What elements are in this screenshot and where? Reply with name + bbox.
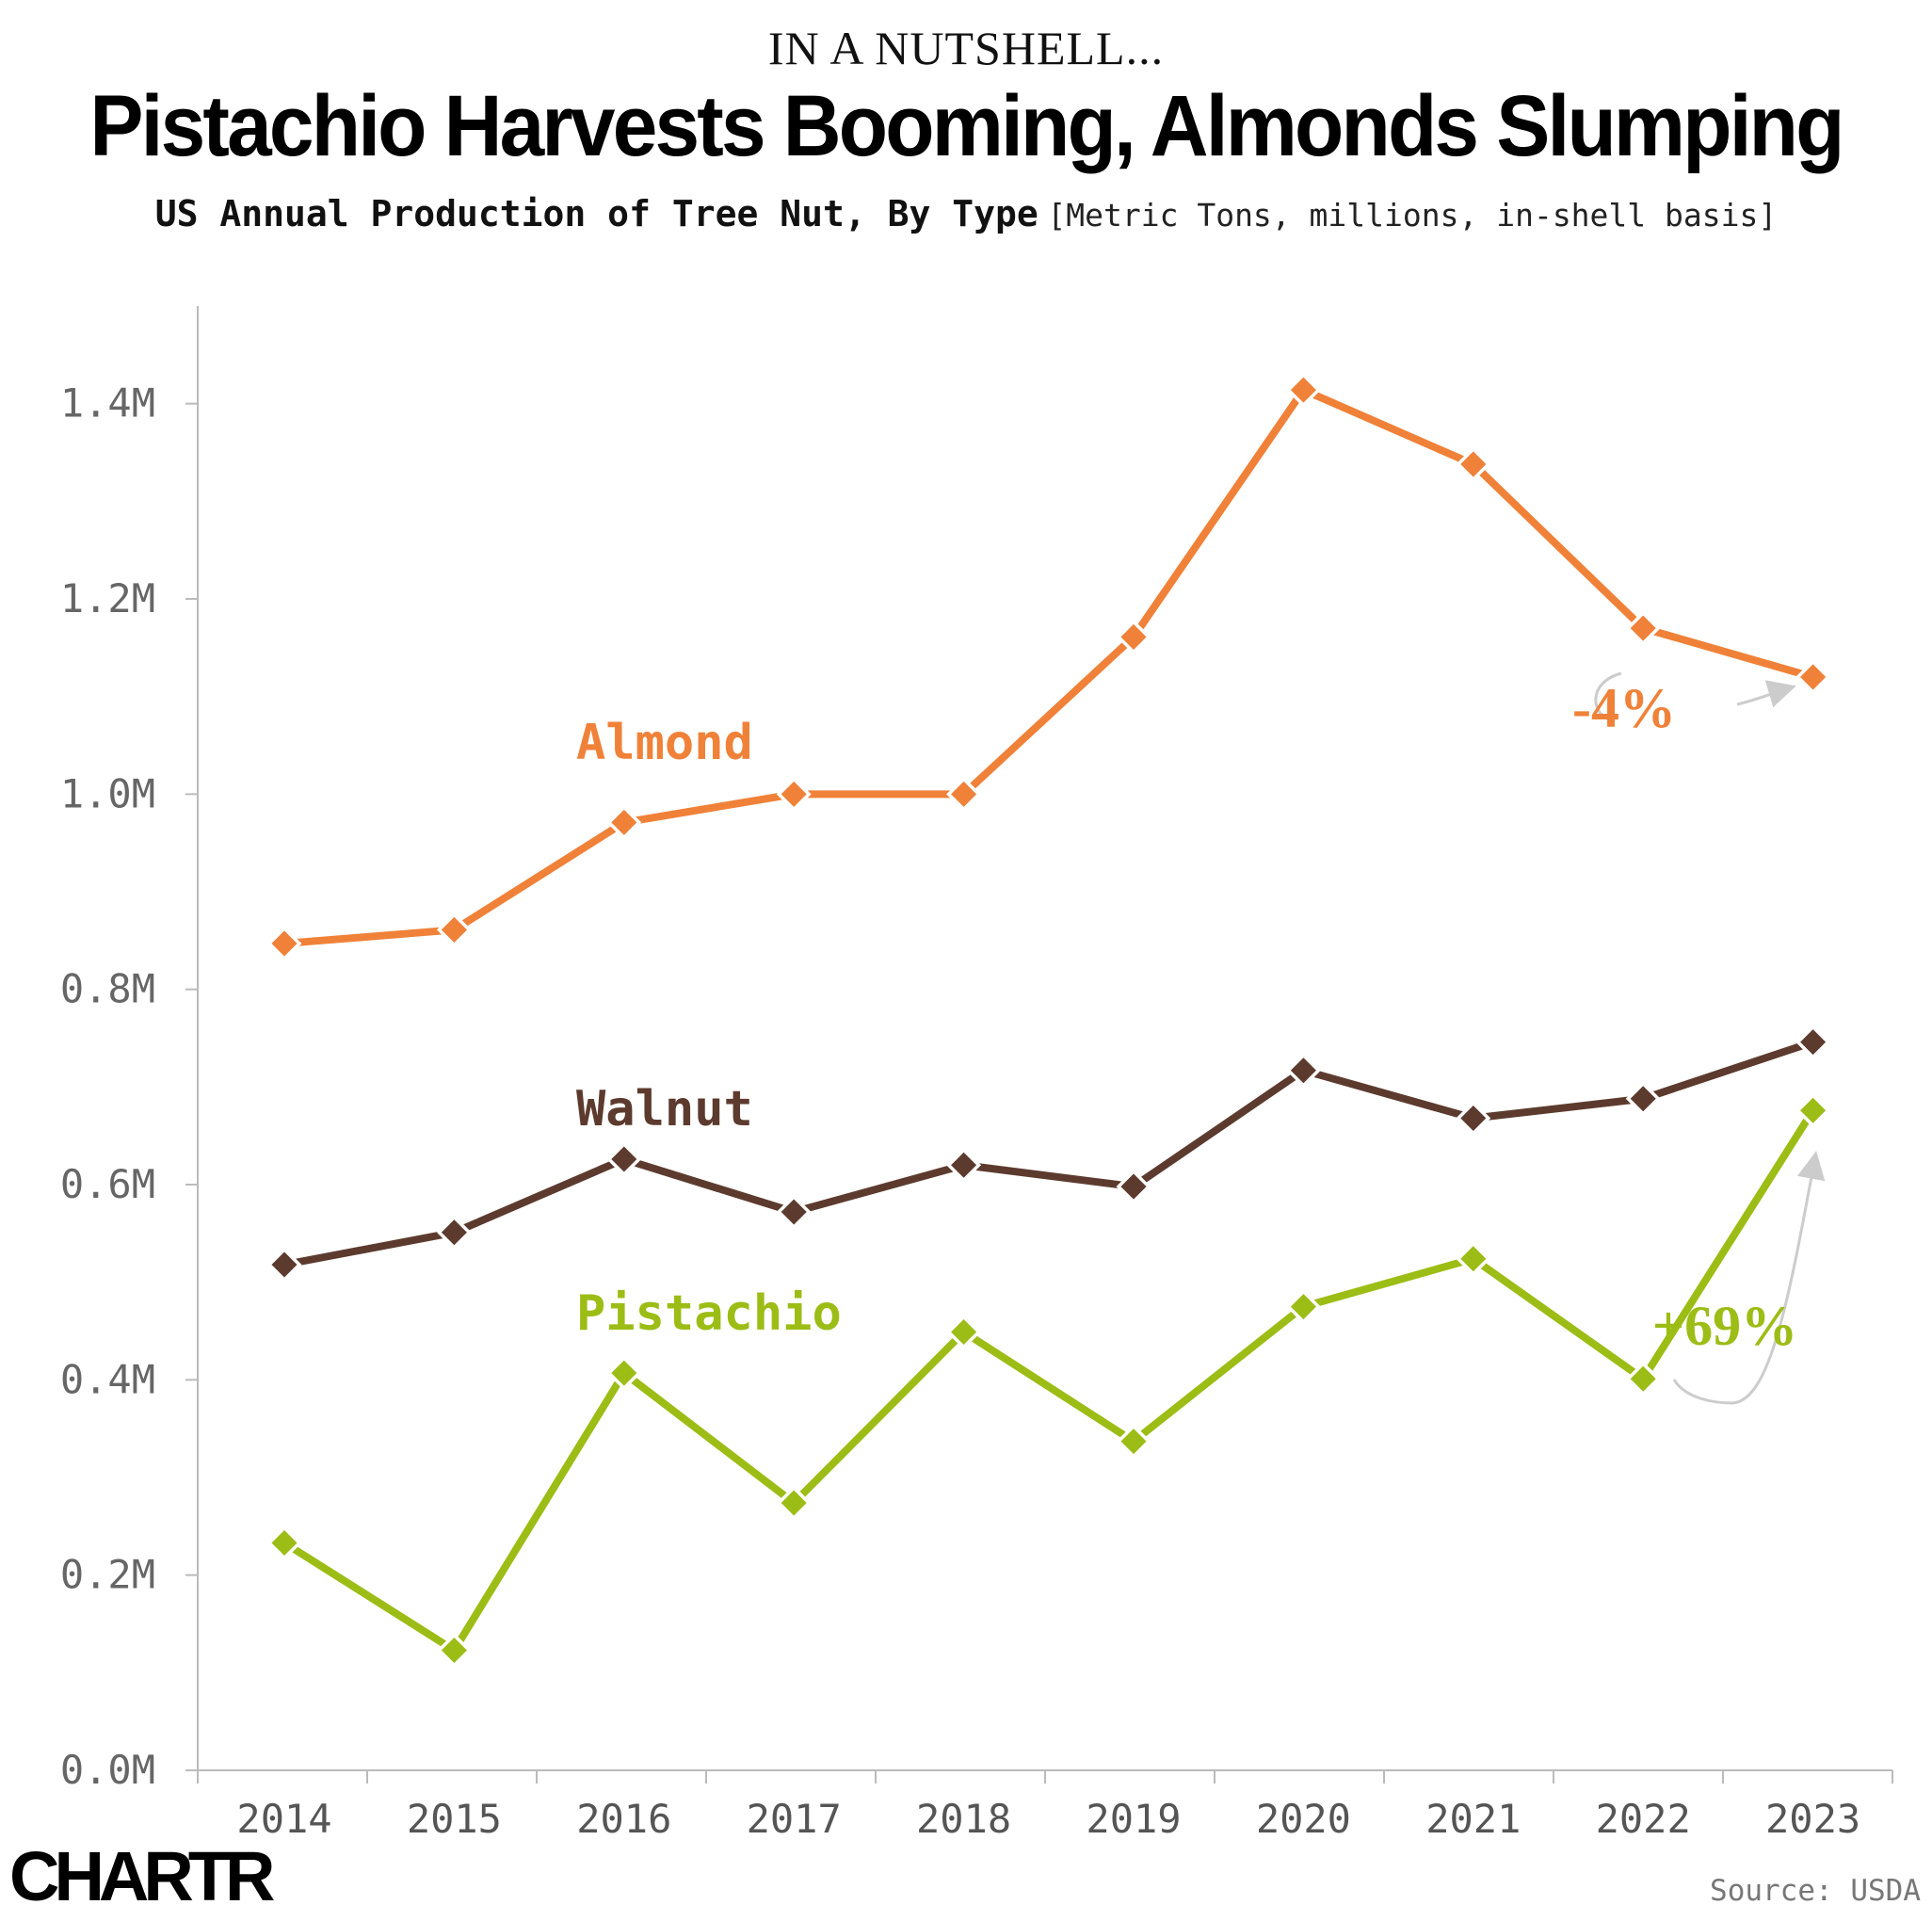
x-tick-label: 2018: [916, 1796, 1011, 1842]
almond-point: [606, 804, 642, 840]
x-tick-label: 2020: [1256, 1796, 1351, 1842]
pistachio-point: [1625, 1361, 1661, 1396]
axes: 0.0M 0.2M 0.4M 0.6M 0.8M 1.0M 1.2M 1.4M 2014 2015…: [60, 306, 1893, 1842]
annotation-almond: -4%: [1572, 677, 1676, 739]
walnut-point: [1625, 1081, 1661, 1117]
series-label-pistachio: Pistachio: [576, 1285, 842, 1342]
x-tick-label: 2017: [747, 1796, 842, 1842]
almond-point: [1625, 610, 1661, 646]
chartr-logo: CHARTR: [9, 1837, 275, 1915]
chart-title: Pistachio Harvests Booming, Almonds Slum…: [89, 78, 1844, 174]
almond-point: [436, 912, 472, 947]
chart-kicker: IN A NUTSHELL...: [767, 22, 1165, 74]
x-tick-label: 2015: [407, 1796, 502, 1842]
series-label-walnut: Walnut: [576, 1081, 753, 1138]
pistachio-point: [1456, 1241, 1491, 1277]
chart-units: [Metric Tons, millions, in-shell basis]: [1047, 197, 1778, 234]
annotation-arrow-pistachio: [1672, 1151, 1826, 1405]
series-lines: [266, 372, 1831, 1668]
walnut-point: [946, 1147, 982, 1183]
pistachio-line: [281, 1106, 1817, 1655]
annotation-arrow-almond: [1594, 673, 1791, 722]
y-tick-label: 0.8M: [60, 966, 155, 1012]
chart-subtitle-row: US Annual Production of Tree Nut, By Typ…: [0, 193, 1932, 234]
series-walnut: [266, 1025, 1831, 1283]
walnut-point: [1285, 1053, 1321, 1089]
walnut-line: [281, 1038, 1817, 1269]
pistachio-point: [1795, 1092, 1831, 1128]
y-tick-label: 0.0M: [60, 1747, 155, 1793]
series-label-almond: Almond: [576, 715, 753, 771]
pistachio-point: [1285, 1289, 1321, 1325]
y-tick-label: 1.0M: [60, 770, 155, 816]
walnut-point: [606, 1141, 642, 1177]
almond-line: [281, 386, 1817, 947]
annotation-arrows: [1594, 673, 1826, 1405]
almond-point: [1116, 619, 1151, 654]
y-tick-label: 1.4M: [60, 380, 155, 427]
almond-point: [1285, 372, 1321, 408]
x-tick-label: 2016: [576, 1796, 671, 1842]
pistachio-point: [946, 1315, 982, 1350]
pistachio-point: [606, 1355, 642, 1391]
x-tick-label: 2014: [236, 1796, 331, 1842]
pistachio-point: [1116, 1424, 1151, 1460]
walnut-point: [266, 1247, 302, 1283]
walnut-point: [1795, 1025, 1831, 1060]
x-tick-label: 2021: [1425, 1796, 1521, 1842]
almond-point: [776, 776, 812, 812]
y-tick-label: 0.6M: [60, 1161, 155, 1207]
x-tick-label: 2023: [1765, 1796, 1860, 1842]
y-tick-label: 0.4M: [60, 1356, 155, 1402]
walnut-point: [436, 1215, 472, 1251]
x-tick-label: 2019: [1086, 1796, 1181, 1842]
walnut-point: [776, 1194, 812, 1230]
walnut-point: [1456, 1101, 1491, 1136]
y-tick-label: 0.2M: [60, 1552, 155, 1598]
source-note: Source: USDA: [1710, 1874, 1921, 1908]
series-pistachio: [266, 1092, 1831, 1668]
series-almond: [266, 372, 1831, 961]
walnut-point: [1116, 1169, 1151, 1204]
almond-point: [1456, 446, 1491, 482]
pistachio-point: [266, 1525, 302, 1560]
almond-point: [266, 926, 302, 961]
series-labels: Almond Walnut Pistachio -4% +69%: [576, 677, 1797, 1357]
pistachio-point: [436, 1633, 472, 1668]
y-tick-label: 1.2M: [60, 575, 155, 622]
chart-subtitle: US Annual Production of Tree Nut, By Typ…: [154, 193, 1038, 234]
pistachio-point: [776, 1485, 812, 1521]
x-tick-label: 2022: [1596, 1796, 1691, 1842]
almond-point: [946, 776, 982, 812]
annotation-pistachio: +69%: [1652, 1295, 1797, 1357]
almond-point: [1795, 659, 1831, 695]
